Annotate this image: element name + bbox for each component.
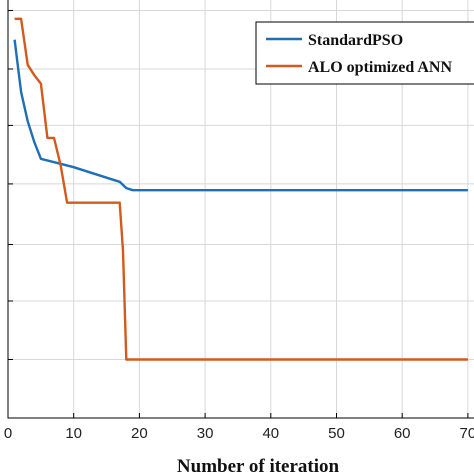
x-axis-label: Number of iteration <box>177 456 340 474</box>
plot-area-frame <box>7 0 474 419</box>
x-tick-label: 60 <box>394 425 411 442</box>
legend-label-1: StandardPSO <box>308 32 403 49</box>
x-tick-label: 10 <box>65 425 82 442</box>
x-tick-label: 70 <box>460 425 474 442</box>
x-tick-label: 50 <box>328 425 345 442</box>
y-axis-ticks <box>8 9 13 419</box>
legend-box <box>255 21 474 85</box>
x-tick-label: 0 <box>4 425 12 442</box>
series-line-2 <box>14 17 468 361</box>
x-axis-ticks: 0 10 20 30 40 50 60 70 <box>4 413 474 442</box>
legend: StandardPSO ALO optimized ANN <box>255 21 474 85</box>
legend-label-2: ALO optimized ANN <box>308 59 452 76</box>
x-tick-label: 30 <box>197 425 214 442</box>
series-line-1 <box>13 39 468 192</box>
x-tick-label: 40 <box>262 425 279 442</box>
series-lines <box>13 17 468 361</box>
x-tick-label: 20 <box>131 425 148 442</box>
